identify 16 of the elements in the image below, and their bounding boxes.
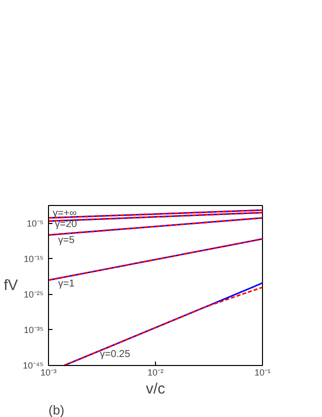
x-tick-label: 10⁻¹ <box>254 368 271 378</box>
x-tick-label: 10⁻² <box>147 368 164 378</box>
y-tick-label: 10⁻⁵ <box>26 218 44 228</box>
text: (b) <box>48 402 64 417</box>
x-tick-label: 10⁻³ <box>40 368 57 378</box>
y-tick-label: 10⁻¹⁵ <box>24 254 44 264</box>
y-tick-label: 10⁻²⁵ <box>24 289 44 300</box>
x-axis-title: v/c <box>146 380 166 398</box>
y-tick-label: 10⁻⁴⁵ <box>22 360 44 370</box>
annotation: γ=20 <box>54 219 78 230</box>
annotation: γ=5 <box>58 235 75 246</box>
annotation: γ=+∞ <box>52 208 77 219</box>
y-tick-label: 10⁻³⁵ <box>24 324 44 335</box>
annotation: γ=0.25 <box>100 348 131 360</box>
annotation: γ=1 <box>58 278 75 290</box>
y-axis-title: fV <box>4 277 18 294</box>
